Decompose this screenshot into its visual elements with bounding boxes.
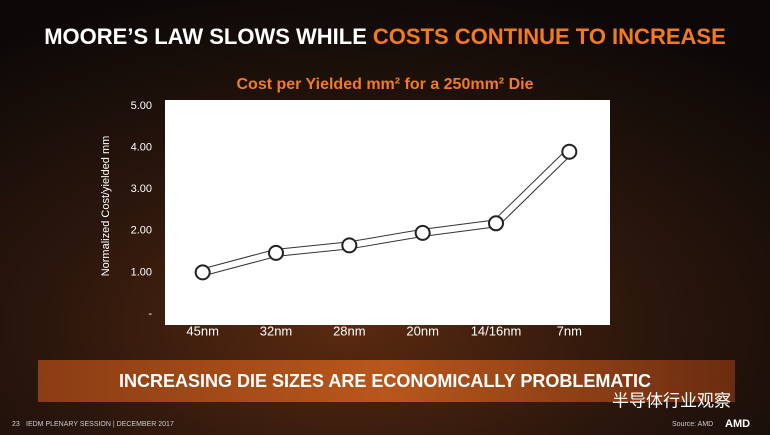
banner bbox=[38, 360, 735, 402]
y-tick-label: 1.00 bbox=[131, 266, 152, 278]
plot-area bbox=[165, 100, 610, 325]
point bbox=[561, 143, 578, 160]
banner-text: INCREASING DIE SIZES ARE ECONOMICALLY PR… bbox=[119, 371, 651, 391]
title-highlight: COSTS CONTINUE TO INCREASE bbox=[373, 24, 726, 49]
logo: AMD bbox=[725, 418, 750, 430]
y-tick-label: - bbox=[148, 308, 152, 320]
chart-title: Cost per Yielded mm² for a 250mm² Die bbox=[237, 76, 534, 93]
slide-title: MOORE’S LAW SLOWS WHILE COSTS CONTINUE TO… bbox=[44, 24, 726, 49]
point bbox=[414, 224, 431, 241]
y-axis-label: Normalized Cost/yielded mm bbox=[100, 136, 112, 277]
title-lead: MOORE’S LAW SLOWS WHILE bbox=[44, 24, 367, 49]
y-tick-label: 3.00 bbox=[131, 183, 152, 195]
x-tick-label: 14/16nm bbox=[471, 323, 522, 338]
x-tick-label: 7nm bbox=[557, 323, 582, 338]
page-number: 23 bbox=[12, 421, 20, 428]
y-tick-label: 4.00 bbox=[131, 142, 152, 154]
event: IEDM PLENARY SESSION | DECEMBER 2017 bbox=[26, 421, 174, 428]
x-tick-label: 32nm bbox=[260, 323, 293, 338]
watermark: 半导体行业观察 bbox=[612, 391, 731, 410]
point bbox=[488, 215, 504, 232]
source: Source: AMD bbox=[672, 421, 713, 428]
series-line bbox=[201, 149, 572, 276]
point bbox=[341, 237, 358, 254]
x-tick-label: 28nm bbox=[333, 323, 366, 338]
x-tick-label: 20nm bbox=[406, 323, 439, 338]
point bbox=[194, 264, 211, 281]
y-tick-label: 2.00 bbox=[131, 225, 152, 237]
y-tick-label: 5.00 bbox=[131, 100, 152, 112]
point bbox=[268, 244, 284, 261]
x-tick-label: 45nm bbox=[186, 323, 219, 338]
